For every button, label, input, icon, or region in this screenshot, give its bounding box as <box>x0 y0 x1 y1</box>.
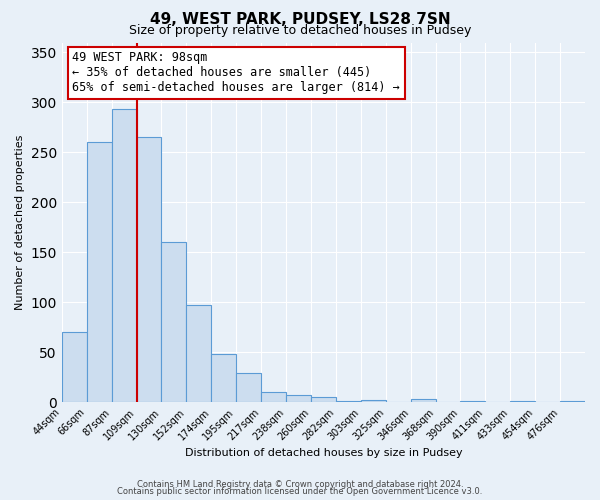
Y-axis label: Number of detached properties: Number of detached properties <box>15 134 25 310</box>
Bar <box>261 392 286 402</box>
Bar <box>410 399 436 402</box>
Text: 49, WEST PARK, PUDSEY, LS28 7SN: 49, WEST PARK, PUDSEY, LS28 7SN <box>149 12 451 28</box>
Text: Contains public sector information licensed under the Open Government Licence v3: Contains public sector information licen… <box>118 487 482 496</box>
Bar <box>161 242 187 402</box>
Bar <box>361 400 386 402</box>
Bar <box>286 395 311 402</box>
Bar <box>87 142 112 402</box>
Bar <box>236 373 261 402</box>
Bar <box>211 354 236 402</box>
Text: Contains HM Land Registry data © Crown copyright and database right 2024.: Contains HM Land Registry data © Crown c… <box>137 480 463 489</box>
Bar <box>187 306 211 402</box>
Bar <box>510 401 535 402</box>
Bar <box>137 138 161 402</box>
X-axis label: Distribution of detached houses by size in Pudsey: Distribution of detached houses by size … <box>185 448 462 458</box>
Text: Size of property relative to detached houses in Pudsey: Size of property relative to detached ho… <box>129 24 471 37</box>
Bar <box>336 401 361 402</box>
Bar <box>460 401 485 402</box>
Bar <box>311 397 336 402</box>
Bar <box>62 332 87 402</box>
Bar <box>560 401 585 402</box>
Bar <box>112 110 137 402</box>
Text: 49 WEST PARK: 98sqm
← 35% of detached houses are smaller (445)
65% of semi-detac: 49 WEST PARK: 98sqm ← 35% of detached ho… <box>72 52 400 94</box>
